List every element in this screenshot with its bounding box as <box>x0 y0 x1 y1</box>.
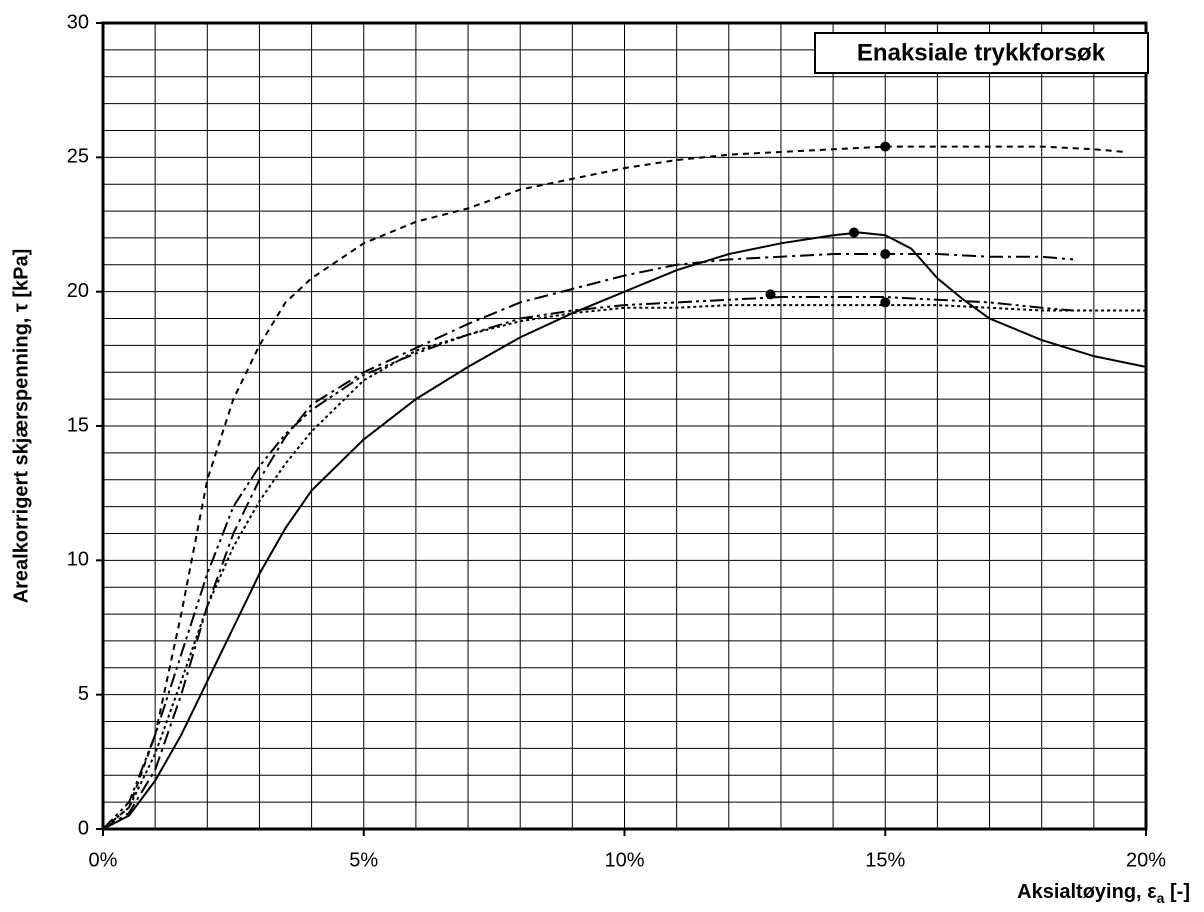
y-axis-label: Arealkorrigert skjærspenning, τ [kPa] <box>10 249 32 604</box>
y-tick-label: 15 <box>67 414 89 436</box>
series-line <box>102 253 1074 830</box>
series-line <box>102 304 1146 830</box>
y-tick-label: 25 <box>67 146 89 168</box>
grid <box>103 23 1146 829</box>
series-lines <box>102 145 1147 830</box>
x-tick-label: 15% <box>865 849 905 871</box>
y-tick-label: 30 <box>67 11 89 33</box>
chart-title: Enaksiale trykkforsøk <box>857 39 1106 66</box>
x-tick-label: 5% <box>349 849 378 871</box>
y-tick-label: 10 <box>67 549 89 571</box>
x-tick-label: 0% <box>89 849 118 871</box>
title-box <box>814 32 1149 74</box>
x-axis-label: Aksialtøying, εa [-] <box>1017 881 1190 905</box>
x-axis-label-sub: a <box>1157 890 1165 906</box>
peak-marker <box>880 249 891 260</box>
y-tick-label: 0 <box>78 817 89 839</box>
y-tick-label: 20 <box>67 280 89 302</box>
x-axis-label-part: [-] <box>1164 881 1190 903</box>
y-tick-label: 5 <box>78 683 89 705</box>
x-tick-label: 20% <box>1126 849 1166 871</box>
x-axis-label-part: Aksialtøying, ε <box>1017 881 1157 903</box>
x-tick-label: 10% <box>604 849 644 871</box>
series-line <box>102 296 1074 830</box>
peak-marker <box>880 141 891 152</box>
peak-marker <box>880 297 891 308</box>
series-line <box>102 231 1147 830</box>
peak-marker <box>848 227 859 238</box>
peak-marker <box>765 289 776 300</box>
series-line <box>102 145 1126 830</box>
